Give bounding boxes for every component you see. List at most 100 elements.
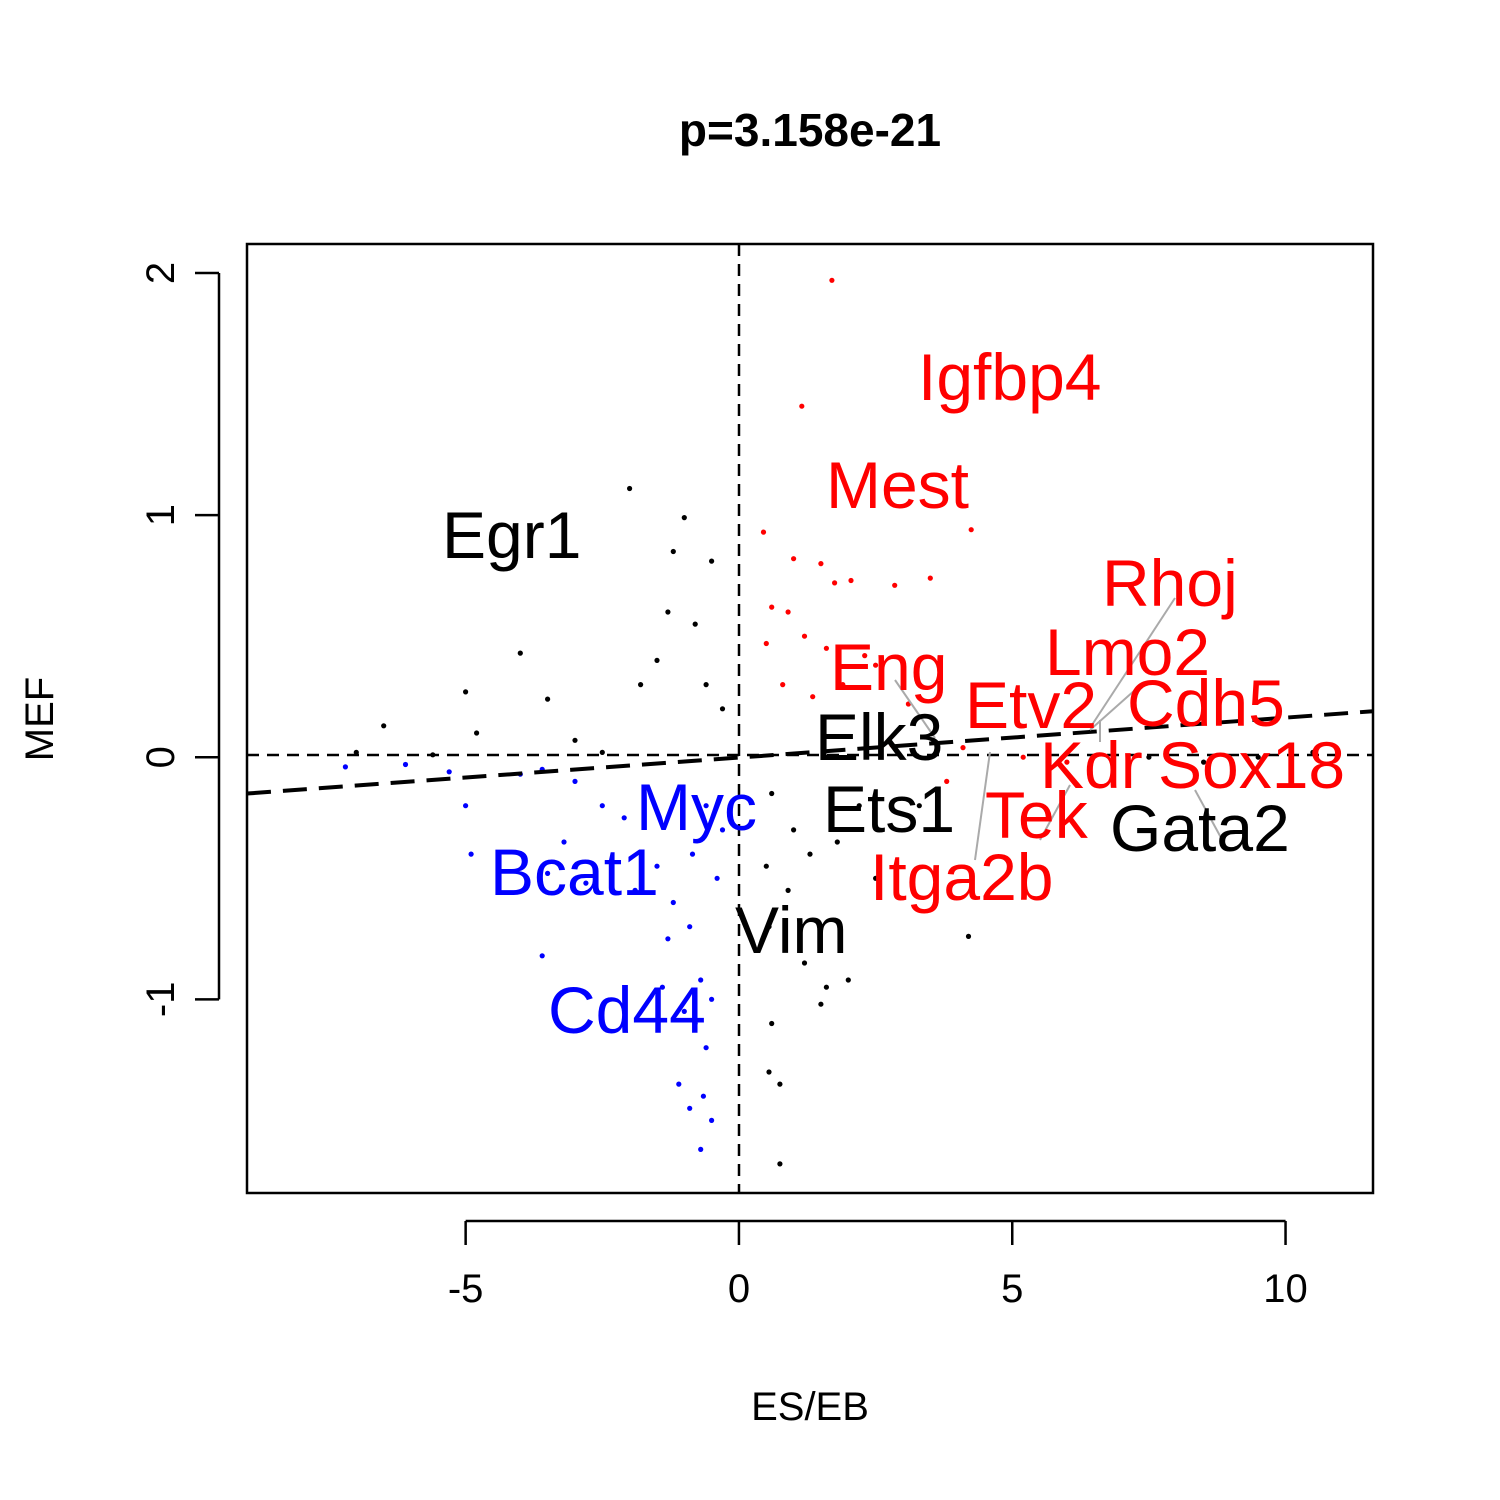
data-point-up: [848, 577, 854, 584]
gene-label-rhoj: Rhoj: [1102, 546, 1238, 620]
data-point-other: [654, 657, 660, 664]
leader-lines: [894, 597, 1226, 861]
data-point-up: [862, 653, 868, 659]
data-point-other: [703, 682, 709, 688]
data-point-other: [818, 1001, 824, 1007]
data-point-other: [463, 689, 469, 695]
y-axis-label: MEF: [18, 677, 62, 761]
data-point-other: [777, 1161, 783, 1167]
gene-label-cd44: Cd44: [548, 973, 706, 1047]
data-point-down: [670, 899, 676, 906]
data-point-down: [621, 815, 627, 821]
data-point-down: [599, 803, 605, 809]
data-point-up: [760, 529, 767, 535]
data-point-up: [801, 633, 808, 639]
gene-label-tek: Tek: [985, 778, 1089, 852]
data-point-up: [791, 556, 797, 562]
data-point-other: [845, 977, 851, 983]
data-point-other: [627, 485, 633, 492]
data-point-up: [832, 580, 838, 586]
data-point-other: [1201, 759, 1207, 765]
x-axis-label: ES/EB: [751, 1385, 869, 1429]
data-point-up: [873, 662, 879, 668]
x-tick-label: -5: [448, 1267, 484, 1311]
data-point-down: [632, 887, 638, 894]
data-point-down: [698, 977, 704, 983]
data-point-down: [463, 803, 469, 809]
gene-label-vim: Vim: [735, 893, 847, 967]
data-point-other: [873, 875, 879, 881]
x-tick-label: 5: [1001, 1267, 1023, 1311]
x-tick-label: 0: [728, 1267, 750, 1311]
plot-frame: [245, 242, 1375, 1195]
data-point-down: [703, 803, 709, 809]
gene-label-ets1: Ets1: [823, 772, 955, 846]
gene-label-eng: Eng: [830, 630, 947, 704]
data-point-down: [468, 851, 474, 857]
data-point-down: [572, 778, 578, 785]
gene-label-gata2: Gata2: [1110, 791, 1290, 865]
data-point-other: [777, 1081, 783, 1087]
data-point-down: [583, 880, 589, 886]
gene-label-sox18: Sox18: [1158, 728, 1345, 802]
gene-label-cdh5: Cdh5: [1127, 666, 1285, 740]
data-point-down: [659, 984, 666, 990]
data-point-down: [561, 839, 567, 845]
data-point-down: [700, 1093, 707, 1099]
data-point-other: [381, 723, 387, 729]
data-point-up: [829, 277, 835, 283]
gene-label-elk3: Elk3: [815, 700, 943, 774]
data-point-up: [840, 682, 846, 688]
data-point-other: [599, 749, 605, 756]
y-tick-label: 1: [139, 504, 183, 526]
data-point-other: [353, 749, 359, 756]
data-point-other: [916, 803, 922, 809]
data-point-down: [689, 851, 696, 857]
gene-label-egr1: Egr1: [442, 498, 581, 572]
data-point-other: [785, 887, 791, 894]
chart-title: p=3.158e-21: [679, 104, 941, 156]
gene-label-mest: Mest: [826, 448, 969, 522]
x-tick-label: 10: [1263, 1267, 1308, 1311]
y-tick-label: 2: [139, 262, 183, 284]
data-point-up: [780, 682, 786, 688]
data-point-down: [687, 1105, 693, 1111]
x-axis: -5 0 5 10: [448, 1219, 1308, 1311]
data-point-down: [709, 996, 715, 1002]
leader-line: [1194, 789, 1226, 846]
data-point-up: [968, 527, 974, 533]
y-axis: -1 0 1 2: [139, 262, 221, 1017]
data-point-down: [698, 1146, 704, 1152]
data-point-other: [766, 1069, 772, 1075]
points-layer: [342, 277, 1316, 1167]
data-point-down: [709, 1117, 715, 1123]
data-point-up: [927, 575, 933, 581]
data-point-other: [965, 933, 972, 940]
data-point-up: [1020, 754, 1026, 760]
data-point-down: [654, 863, 660, 869]
data-point-down: [676, 1081, 682, 1087]
data-point-down: [692, 1020, 698, 1027]
data-point-other: [769, 790, 775, 797]
gene-label-myc: Myc: [636, 770, 757, 844]
data-point-other: [545, 696, 551, 702]
data-point-other: [807, 851, 813, 857]
data-point-other: [681, 515, 687, 521]
data-point-up: [944, 778, 950, 785]
data-point-down: [681, 1008, 687, 1015]
leader-line: [1089, 597, 1176, 729]
gene-label-itga2b: Itga2b: [870, 840, 1054, 914]
data-point-other: [801, 960, 808, 966]
data-point-up: [823, 645, 830, 651]
leader-line: [1039, 784, 1071, 841]
data-point-up: [763, 640, 769, 647]
leader-line: [974, 751, 991, 861]
data-point-down: [342, 764, 348, 770]
data-point-other: [1310, 749, 1316, 756]
data-point-other: [823, 984, 830, 990]
gene-label-lmo2: Lmo2: [1045, 615, 1210, 689]
leader-line: [1089, 689, 1136, 731]
data-point-down: [719, 827, 726, 833]
